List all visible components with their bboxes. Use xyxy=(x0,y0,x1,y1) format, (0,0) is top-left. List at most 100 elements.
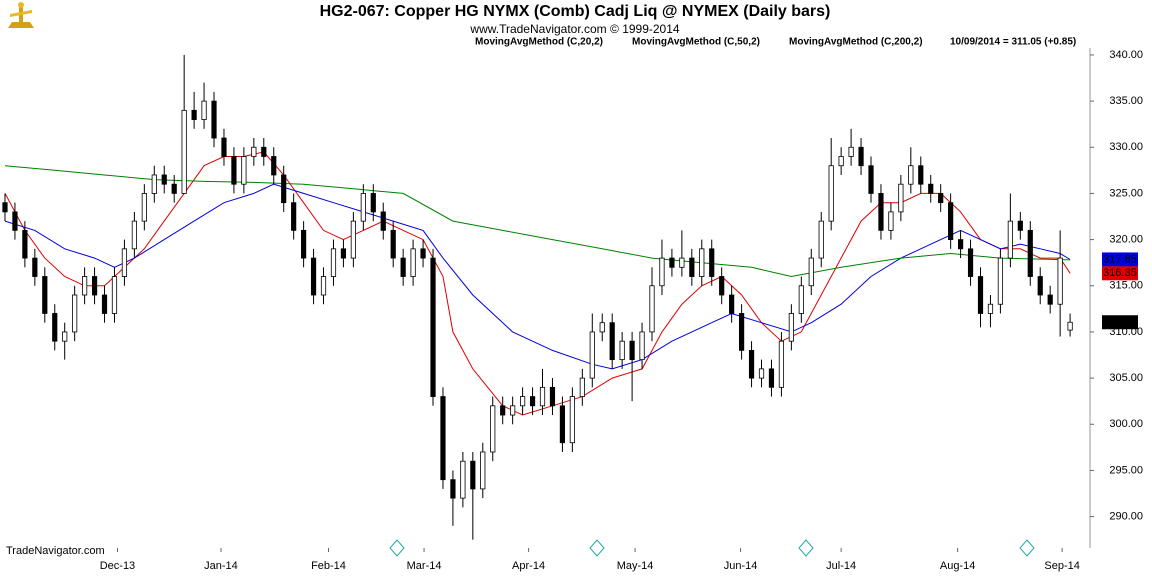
candle-body xyxy=(510,405,516,416)
candle-body xyxy=(928,183,934,194)
candle-body xyxy=(480,451,486,490)
candle-body xyxy=(589,331,595,379)
candle-body xyxy=(609,322,615,361)
candle-body xyxy=(121,248,128,277)
candle-body xyxy=(520,396,526,407)
subtitle: www.TradeNavigator.com © 1999-2014 xyxy=(469,22,679,36)
candle-body xyxy=(898,183,904,213)
chart-title: HG2-067: Copper HG NYMX (Comb) Cadj Liq … xyxy=(320,3,831,20)
r-markers xyxy=(389,539,1035,557)
candle-body xyxy=(291,202,297,231)
x-tick-label: Feb-14 xyxy=(311,560,346,572)
candle-body xyxy=(838,156,844,167)
candle-body xyxy=(709,248,715,277)
candle-body xyxy=(32,257,38,277)
value-box xyxy=(1102,252,1138,267)
candle-body xyxy=(758,368,765,379)
legend-entry: MovingAvgMethod (C,200,2) xyxy=(789,37,923,48)
candle-body xyxy=(868,165,874,194)
value-box-label: 316.35 xyxy=(1103,267,1137,279)
candle-body xyxy=(22,229,28,259)
y-tick-label: 300.00 xyxy=(1109,418,1143,430)
candle-body xyxy=(1047,294,1053,305)
candle-body xyxy=(719,276,725,296)
candle-body xyxy=(908,165,914,185)
candle-body xyxy=(778,340,785,388)
legend-entry: MovingAvgMethod (C,50,2) xyxy=(632,37,760,48)
candle-body xyxy=(460,460,466,499)
candle-body xyxy=(340,248,347,259)
y-tick-label: 315.00 xyxy=(1109,280,1143,292)
candle-body xyxy=(390,229,396,259)
candle-body xyxy=(828,165,834,222)
candle-body xyxy=(82,276,88,296)
candle-body xyxy=(629,340,635,361)
candle-body xyxy=(858,146,864,167)
candle-body xyxy=(42,276,48,314)
candle-body xyxy=(1067,321,1073,331)
candle-body xyxy=(470,460,476,490)
x-tick-label: Jul-14 xyxy=(826,560,856,572)
candle-body xyxy=(888,211,894,231)
candle-body xyxy=(301,229,307,259)
candle-body xyxy=(370,193,376,213)
candle-body xyxy=(400,257,406,277)
value-box-label: 317.85 xyxy=(1103,253,1137,265)
candle-body xyxy=(161,174,167,185)
y-tick-label: 320.00 xyxy=(1109,234,1143,246)
candle-body xyxy=(261,146,267,157)
candle-body xyxy=(1007,220,1013,259)
value-box xyxy=(1102,315,1138,330)
x-tick-label: Sep-14 xyxy=(1044,560,1079,572)
candle-body xyxy=(997,257,1004,305)
y-tick-label: 295.00 xyxy=(1109,464,1143,476)
candle-body xyxy=(599,322,605,333)
y-tick-label: 305.00 xyxy=(1109,372,1143,384)
candle-body xyxy=(380,211,386,231)
candle-body xyxy=(500,405,506,416)
candles xyxy=(2,54,1073,540)
candle-body xyxy=(987,303,994,314)
candle-body xyxy=(62,331,68,342)
candle-body xyxy=(948,202,954,241)
candle-body xyxy=(1027,229,1033,277)
candle-body xyxy=(738,313,745,351)
candle-body xyxy=(768,368,775,388)
candle-body xyxy=(191,109,197,120)
x-tick-label: Aug-14 xyxy=(940,560,975,572)
candle-body xyxy=(440,396,446,481)
candle-body xyxy=(1017,220,1023,231)
candle-body xyxy=(2,202,8,213)
candle-body xyxy=(569,396,575,444)
moving-average-line xyxy=(4,165,1071,278)
x-tick-label: Jan-14 xyxy=(204,560,238,572)
x-tick-label: Dec-13 xyxy=(100,560,135,572)
candle-body xyxy=(818,220,824,259)
x-tick-label: May-14 xyxy=(617,560,654,572)
candle-body xyxy=(808,257,814,287)
candle-body xyxy=(848,146,854,157)
candle-body xyxy=(241,156,247,185)
candle-body xyxy=(549,386,556,407)
candle-body xyxy=(350,220,356,259)
candle-body xyxy=(91,276,98,296)
candle-body xyxy=(539,386,546,407)
candle-body xyxy=(410,248,416,277)
last-label: 10/09/2014 = 311.05 (+0.85) xyxy=(950,37,1076,48)
candle-body xyxy=(221,137,227,157)
candle-body xyxy=(918,165,924,185)
value-box-label: 311.05 xyxy=(1104,316,1137,328)
candle-body xyxy=(529,396,536,407)
candle-body xyxy=(619,340,625,361)
logo xyxy=(8,2,34,28)
candle-body xyxy=(788,313,794,342)
candle-body xyxy=(659,257,665,287)
candle-body xyxy=(729,294,735,314)
y-tick-label: 340.00 xyxy=(1109,49,1143,61)
candle-body xyxy=(450,479,456,499)
candle-body xyxy=(748,350,755,379)
value-box xyxy=(1102,266,1138,281)
candle-body xyxy=(699,248,705,277)
candle-body xyxy=(490,405,496,453)
